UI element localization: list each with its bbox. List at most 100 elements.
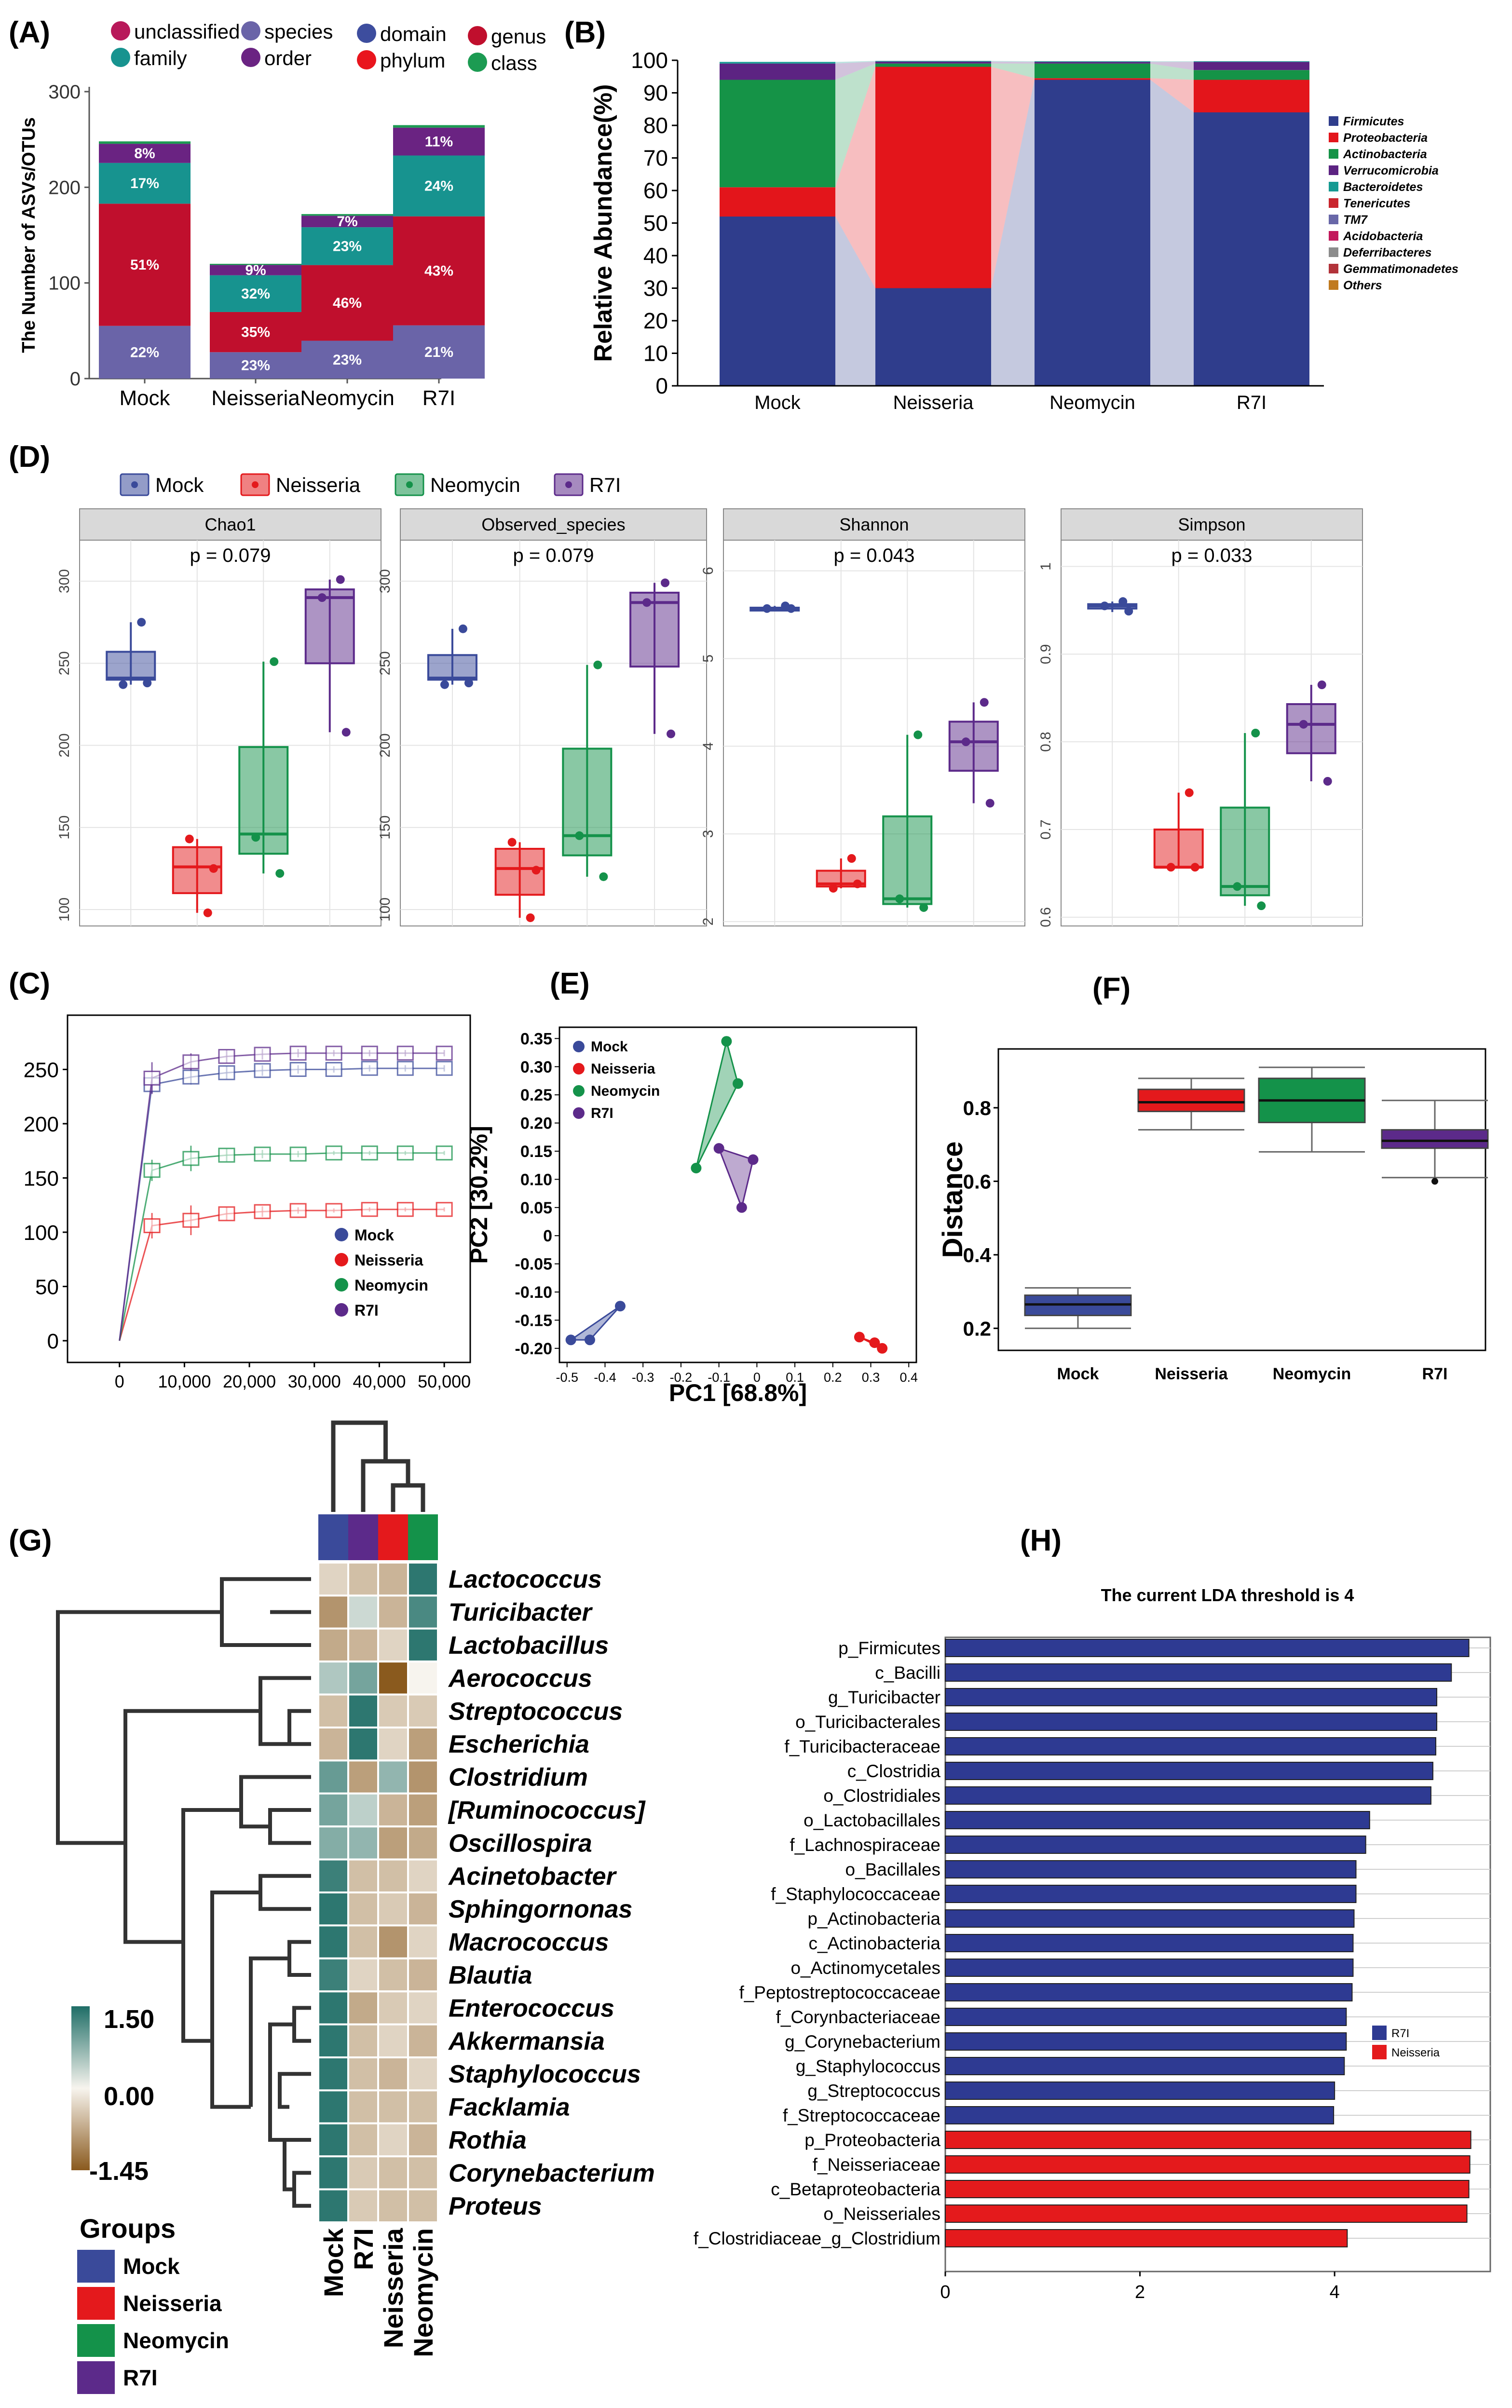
data-point [270, 657, 279, 666]
bar-label: f_Staphylococcaceae [771, 1884, 940, 1904]
legend-dot [131, 481, 138, 488]
heatmap-cell [347, 2188, 379, 2224]
data-point [565, 1334, 576, 1346]
bar-label: f_Clostridiaceae_g_Clostridium [694, 2229, 940, 2248]
data-point [1166, 863, 1175, 872]
group-hull-Neomycin [695, 1041, 739, 1169]
y-tick-label: 5 [700, 654, 716, 663]
x-tick-label: 0.4 [899, 1370, 918, 1385]
groups-legend-swatch [77, 2361, 115, 2394]
bar-label: p_Actinobacteria [807, 1909, 940, 1929]
outlier-point [1431, 1178, 1438, 1185]
legend-label: Neomycin [430, 474, 520, 496]
box-body [882, 815, 933, 905]
flow-band [1150, 80, 1194, 386]
bar-segment-Firmicutes [1035, 80, 1150, 386]
y-tick-label: 10 [643, 341, 668, 366]
heatmap-cell [377, 2188, 409, 2224]
y-tick-label: 100 [48, 273, 81, 294]
heatmap-cell [347, 2023, 379, 2059]
data-point [531, 866, 541, 875]
heatmap-cell [317, 1825, 349, 1861]
data-point [137, 618, 146, 627]
heatmap-cell [317, 2023, 349, 2059]
heatmap-cell [377, 1990, 409, 2026]
data-box [436, 1061, 453, 1076]
lda-bar [945, 2081, 1335, 2100]
data-box [289, 1203, 307, 1218]
legend-label: family [134, 47, 187, 69]
box-body [106, 651, 156, 681]
legend-label: Mock [354, 1226, 394, 1244]
bar-segment-Proteobacteria [875, 67, 991, 288]
x-tick-label: 4 [1330, 2282, 1340, 2302]
x-tick-label: Neomycin [300, 386, 395, 410]
heatmap-cell [317, 2089, 349, 2124]
flow-band [1150, 62, 1194, 70]
bar-label: g_Staphylococcus [796, 2056, 940, 2076]
legend-label: Proteobacteria [1343, 131, 1428, 145]
data-point [440, 680, 449, 689]
bar-label: o_Lactobacillales [804, 1810, 940, 1830]
column-color-bar [348, 1514, 378, 1560]
legend-label: phylum [380, 49, 445, 72]
data-box [254, 1063, 271, 1078]
groups-legend-label: Neisseria [123, 2291, 222, 2316]
bar-segment-Proteobacteria [1194, 80, 1309, 112]
bar-label: g_Streptococcus [807, 2081, 940, 2101]
column-label: Neomycin [408, 2228, 438, 2357]
heatmap-cell [407, 1594, 439, 1630]
x-tick-label: R7I [1422, 1365, 1448, 1383]
facet-title: Shannon [839, 515, 909, 534]
panel-label-e: (E) [550, 967, 590, 1000]
series-line-Mock [119, 1067, 445, 1341]
data-box [436, 1145, 453, 1161]
row-dendrogram [268, 2022, 311, 2142]
heatmap-cell [347, 1957, 379, 1993]
heatmap-cell [377, 2155, 409, 2190]
box-body [427, 654, 477, 681]
flow-band [1150, 63, 1194, 80]
lda-bar [945, 2008, 1347, 2026]
bar-segment-Bacteroidetes [720, 62, 835, 64]
heatmap-cell [347, 1727, 379, 1762]
y-tick-label: 150 [377, 816, 393, 840]
groups-legend-title: Groups [80, 2213, 176, 2244]
y-tick-label: 90 [643, 81, 668, 106]
panel-e-pca: -0.5 -0.4 -0.3 -0.2 -0.1 0 0.1 0.2 0.3 0.4-0.20-0… [465, 1026, 918, 1406]
heatmap-cell [407, 1759, 439, 1795]
heatmap-cell [407, 2023, 439, 2059]
bar-label: o_Turicibacterales [795, 1712, 940, 1732]
legend-label: TM7 [1343, 213, 1368, 227]
x-tick-label: 10,000 [158, 1372, 211, 1391]
data-point [713, 1143, 724, 1154]
heatmap-cell [407, 1627, 439, 1663]
legend-dot [406, 481, 413, 488]
data-point [919, 903, 928, 912]
data-point [593, 660, 602, 669]
bar-data-label: 23% [333, 238, 362, 254]
panel-h-lda: The current LDA threshold is 4 p_Firmicut… [694, 1585, 1491, 2302]
row-label: Enterococcus [449, 1994, 614, 2022]
bar-segment-order [393, 127, 485, 156]
y-tick-label: 2 [700, 918, 716, 926]
bar-label: g_Turicibacter [828, 1687, 940, 1707]
data-box [396, 1046, 414, 1061]
legend-marker [573, 1107, 585, 1119]
legend-swatch [1372, 2026, 1387, 2040]
row-label: [Ruminococcus] [448, 1796, 646, 1824]
y-tick-label: 0.8 [963, 1097, 991, 1119]
panel-b-relative-abundance: Mock Neisseria Neomycin R7I 0 10 20 30 40 50 60 70 8… [589, 48, 1458, 413]
y-tick-label: 3 [700, 830, 716, 838]
flow-band [991, 63, 1035, 79]
panel-label-d: (D) [9, 440, 50, 474]
x-tick-label: R7I [1237, 392, 1267, 413]
legend-swatch [1329, 133, 1338, 142]
bar-data-label: 9% [245, 262, 266, 278]
series-line-Neomycin [119, 1152, 445, 1341]
p-value: p = 0.043 [834, 545, 915, 566]
bar-data-label: 22% [130, 344, 159, 360]
legend-label: Actinobacteria [1343, 148, 1427, 161]
heatmap-cell [317, 1562, 349, 1597]
